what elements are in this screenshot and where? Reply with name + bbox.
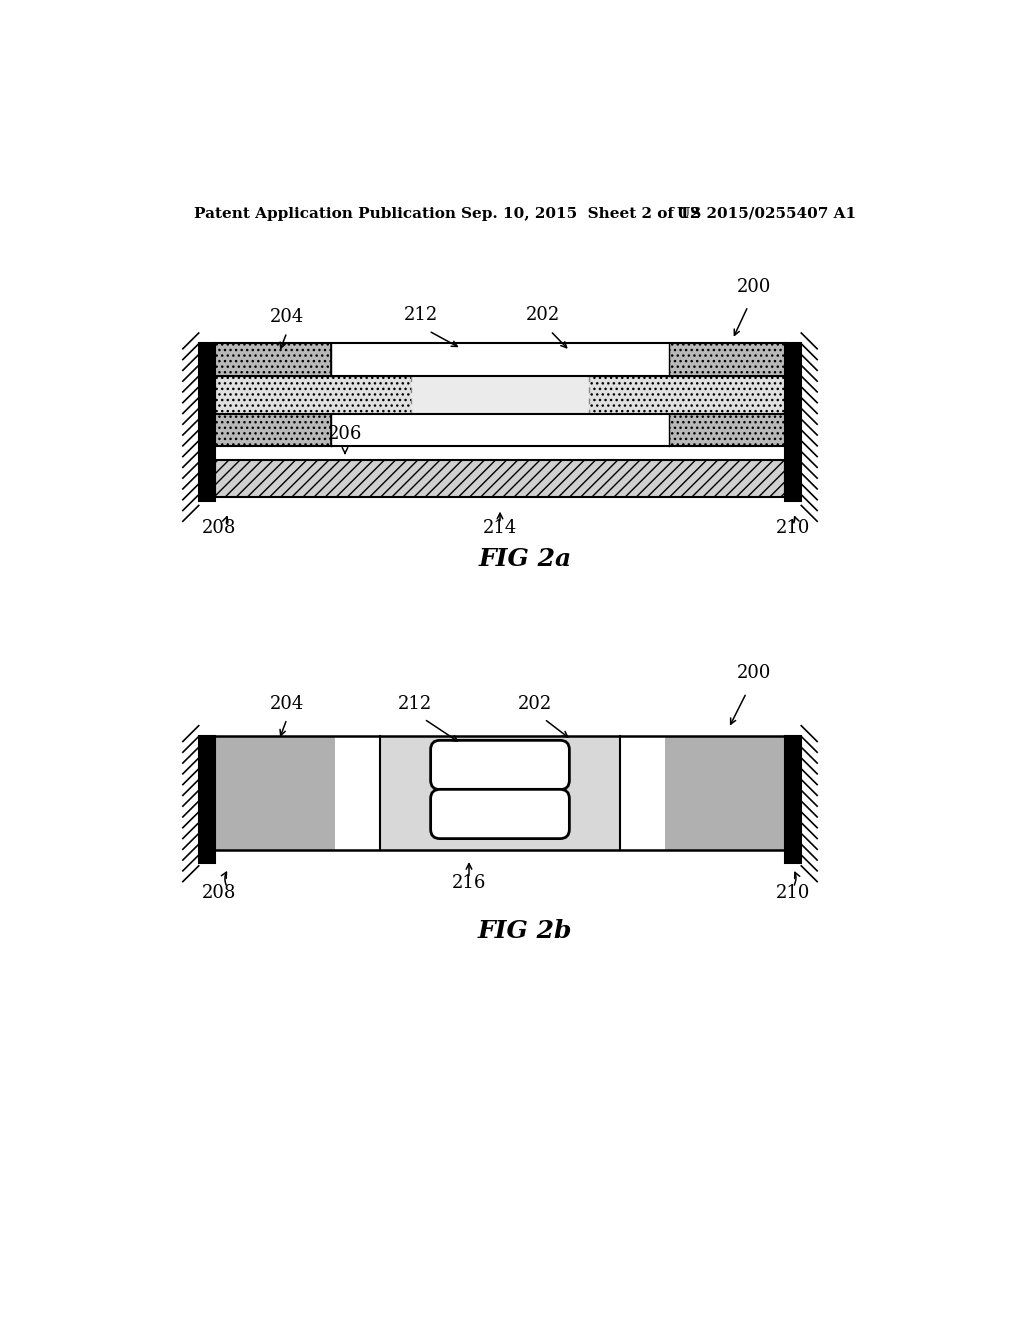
Text: 214: 214 <box>483 519 517 537</box>
Text: 208: 208 <box>203 883 237 902</box>
Text: FIG 2a: FIG 2a <box>478 546 571 570</box>
Text: 202: 202 <box>518 694 552 713</box>
Text: 200: 200 <box>737 277 771 296</box>
Text: 208: 208 <box>203 519 237 537</box>
Bar <box>785 737 801 863</box>
Bar <box>669 343 785 376</box>
Text: 206: 206 <box>328 425 362 444</box>
Bar <box>215 343 331 376</box>
Text: 200: 200 <box>737 664 771 682</box>
Bar <box>200 737 215 863</box>
Text: Patent Application Publication: Patent Application Publication <box>194 207 456 220</box>
Bar <box>215 414 331 446</box>
Bar <box>411 376 589 414</box>
Bar <box>215 737 335 850</box>
Text: 204: 204 <box>269 309 304 326</box>
Bar <box>215 461 785 498</box>
Bar <box>331 343 669 376</box>
Text: 212: 212 <box>403 306 438 325</box>
Bar <box>331 414 669 446</box>
Bar <box>215 376 785 414</box>
Text: 216: 216 <box>452 874 486 892</box>
Text: FIG 2b: FIG 2b <box>477 919 572 942</box>
Bar <box>669 414 785 446</box>
FancyBboxPatch shape <box>431 789 569 838</box>
Text: 202: 202 <box>525 306 560 325</box>
Bar <box>380 737 621 850</box>
Bar <box>665 737 785 850</box>
Text: 212: 212 <box>397 694 432 713</box>
FancyBboxPatch shape <box>431 741 569 789</box>
Text: 210: 210 <box>776 519 810 537</box>
Bar <box>200 343 215 502</box>
Text: 210: 210 <box>776 883 810 902</box>
Text: 204: 204 <box>269 694 304 713</box>
Bar <box>215 446 785 461</box>
Bar <box>785 343 801 502</box>
Text: US 2015/0255407 A1: US 2015/0255407 A1 <box>677 207 856 220</box>
Text: Sep. 10, 2015  Sheet 2 of 12: Sep. 10, 2015 Sheet 2 of 12 <box>461 207 700 220</box>
